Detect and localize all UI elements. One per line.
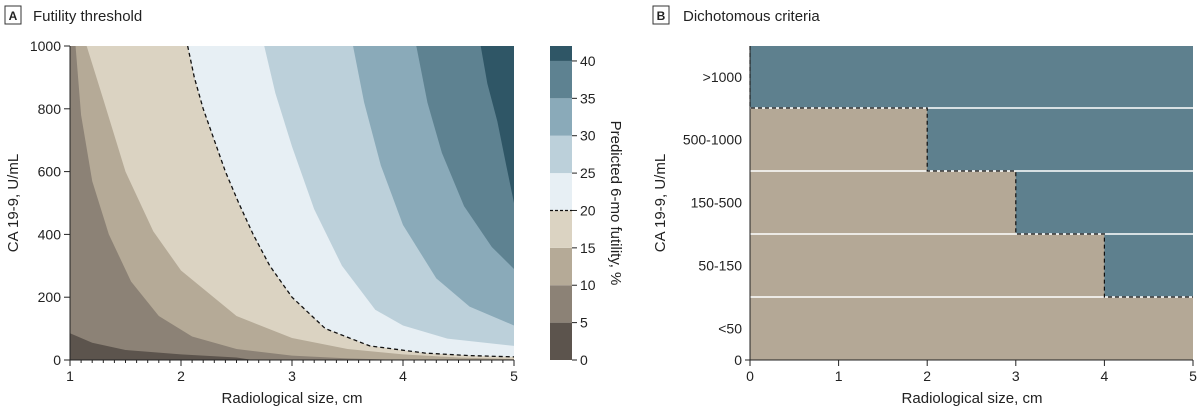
panel-b-x-tick-label: 0 xyxy=(746,368,754,384)
panel-b-y-category-label: <50 xyxy=(718,321,742,337)
colorbar-tick-label: 20 xyxy=(580,202,596,218)
colorbar-tick-label: 15 xyxy=(580,240,596,256)
panel-b-y-category-label: >1000 xyxy=(703,69,743,85)
colorbar-segment-30 xyxy=(550,98,572,136)
panel-b-threshold-line xyxy=(749,46,1193,298)
colorbar-segment-0 xyxy=(550,322,572,360)
panel-b-y-axis-title: CA 19-9, U/mL xyxy=(652,154,669,252)
panel-b-axes: 0 1 2 3 4 5 <50 50-150 150-500 500-1000 >1000 0 xyxy=(683,46,1197,384)
colorbar-segment-10 xyxy=(550,247,572,286)
panel-b-x-tick-label: 4 xyxy=(1101,368,1109,384)
colorbar-segment-5 xyxy=(550,285,572,323)
panel-b-y-zero-label: 0 xyxy=(734,352,742,368)
panel-b-y-category-label: 150-500 xyxy=(691,195,743,211)
colorbar-tick-label: 25 xyxy=(580,165,596,181)
colorbar-tick-label: 40 xyxy=(580,53,596,69)
panel-a-x-tick-label: 1 xyxy=(66,368,74,384)
panel-b-x-tick-label: 1 xyxy=(835,368,843,384)
panel-b-high-risk-cell xyxy=(1104,234,1193,297)
colorbar-tick-label: 0 xyxy=(580,352,588,368)
colorbar-segment-15 xyxy=(550,210,572,248)
colorbar-tick-label: 30 xyxy=(580,128,596,144)
colorbar-label: Predicted 6-mo futility, % xyxy=(607,121,624,286)
panel-a-title: Futility threshold xyxy=(33,8,142,25)
panel-a-y-tick-label: 400 xyxy=(38,226,62,242)
futility-threshold-line xyxy=(187,46,514,358)
panel-a-y-tick-label: 200 xyxy=(38,289,62,305)
panel-a-axes: 1 2 3 4 5 0 200 400 600 800 1000 xyxy=(30,38,518,384)
panel-b-title: Dichotomous criteria xyxy=(683,8,820,25)
colorbar-segment-25 xyxy=(550,135,572,174)
panel-a-x-tick-label: 4 xyxy=(399,368,407,384)
panel-a-plot-area xyxy=(70,46,514,360)
colorbar-segment-40 xyxy=(550,46,572,61)
panel-a-y-tick-label: 1000 xyxy=(30,38,61,54)
panel-a-y-tick-label: 600 xyxy=(38,164,62,180)
panel-b-x-axis-title: Radiological size, cm xyxy=(902,390,1043,407)
colorbar-segment-20 xyxy=(550,173,572,211)
panel-b-letter: B xyxy=(657,9,666,23)
panel-a-x-tick-label: 2 xyxy=(177,368,185,384)
panel-a-letter: A xyxy=(9,9,18,23)
panel-a-y-tick-label: 800 xyxy=(38,101,62,117)
contour-band-40 xyxy=(480,46,514,203)
panel-b-y-category-label: 50-150 xyxy=(698,258,742,274)
colorbar-segment-35 xyxy=(550,60,572,99)
panel-b-high-risk-cell xyxy=(1015,171,1193,234)
panel-a-x-axis-title: Radiological size, cm xyxy=(222,390,363,407)
colorbar-tick-label: 5 xyxy=(580,315,588,331)
panel-a: A Futility threshold 1 2 3 4 502004006008001… xyxy=(4,5,624,407)
colorbar-tick-label: 10 xyxy=(580,277,596,293)
panel-b-y-category-label: 500-1000 xyxy=(683,132,742,148)
colorbar: 0 5 10 15 20 25 30 35 40 xyxy=(550,46,596,368)
panel-b-plot-area xyxy=(749,46,1193,360)
panel-b-x-tick-label: 5 xyxy=(1189,368,1197,384)
panel-b: B Dichotomous criteria 0 1 2 3 4 5 <50 50-150 15… xyxy=(652,5,1197,407)
panel-b-x-tick-label: 2 xyxy=(923,368,931,384)
panel-a-letter-box xyxy=(4,5,22,25)
panel-a-y-axis-title: CA 19-9, U/mL xyxy=(5,154,22,252)
panel-b-letter-box xyxy=(652,5,670,25)
panel-a-x-tick-label: 5 xyxy=(510,368,518,384)
panel-b-x-tick-label: 3 xyxy=(1012,368,1020,384)
panel-b-high-risk-cell xyxy=(927,108,1193,171)
panel-a-x-tick-label: 3 xyxy=(288,368,296,384)
panel-a-y-tick-label: 0 xyxy=(53,352,61,368)
panel-b-high-risk-cell xyxy=(750,46,1193,108)
contour-band-35 xyxy=(416,46,514,269)
colorbar-tick-label: 35 xyxy=(580,90,596,106)
